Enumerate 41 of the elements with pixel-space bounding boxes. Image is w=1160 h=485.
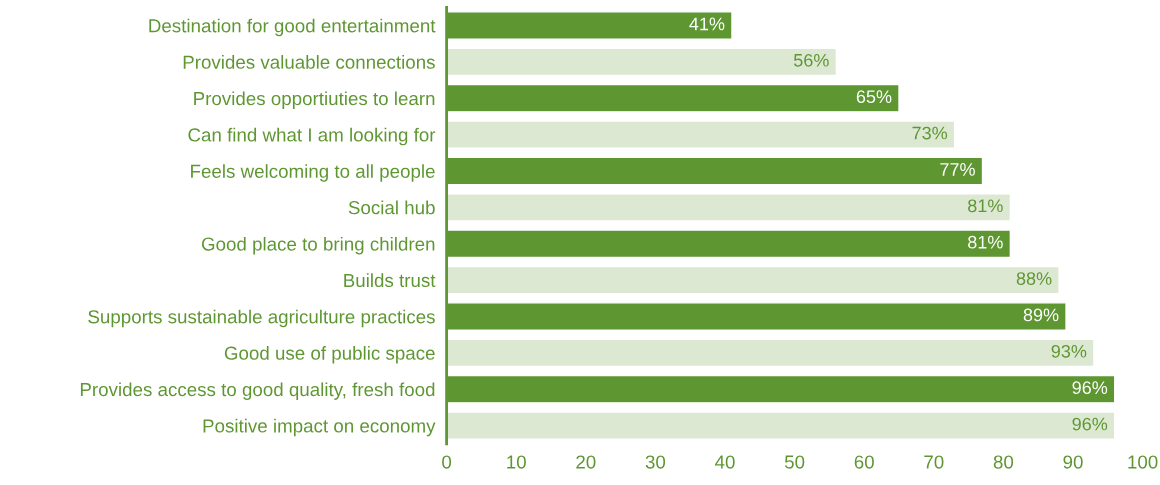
data-label: 93% — [1051, 344, 1087, 358]
y-tick-label: Can find what I am looking for — [188, 127, 436, 146]
y-tick-label: Good place to bring children — [201, 236, 435, 255]
data-label: 81% — [968, 199, 1003, 213]
data-label: 81% — [968, 235, 1003, 249]
x-tick-label: 30 — [645, 455, 666, 469]
y-tick-label: Good use of public space — [224, 346, 435, 364]
bar — [446, 338, 1095, 368]
x-tick-label: 100 — [1128, 455, 1158, 469]
x-tick-label: 0 — [442, 455, 452, 469]
x-tick-label: 20 — [576, 455, 596, 469]
data-label: 41% — [689, 17, 725, 31]
y-tick-label: Supports sustainable agriculture practices — [88, 309, 435, 328]
x-tick-label: 10 — [507, 455, 526, 469]
y-tick-label: Feels welcoming to all people — [191, 164, 435, 182]
bar — [446, 265, 1060, 295]
y-tick-label: Destination for good entertainment — [149, 18, 436, 37]
bar — [446, 411, 1116, 440]
x-tick-label: 70 — [924, 455, 944, 469]
x-tick-label: 40 — [715, 455, 735, 469]
y-tick-label: Provides opportiuties to learn — [194, 91, 435, 109]
x-tick-label: 90 — [1063, 455, 1083, 469]
data-label: 88% — [1016, 272, 1052, 285]
x-tick-label: 50 — [784, 455, 805, 469]
y-tick-label: Provides valuable connections — [183, 55, 435, 69]
y-tick-label: Positive impact on economy — [203, 418, 436, 437]
data-label: 89% — [1023, 308, 1059, 322]
data-label: 96% — [1072, 381, 1108, 395]
y-tick-label: Builds trust — [344, 273, 436, 288]
data-label: 96% — [1072, 417, 1108, 431]
bar — [446, 47, 838, 77]
data-label: 65% — [856, 90, 892, 104]
bar — [446, 193, 1012, 222]
data-label: 56% — [793, 53, 829, 67]
x-tick-label: 80 — [993, 455, 1014, 469]
data-label: 73% — [912, 126, 948, 140]
y-tick-label: Social hub — [348, 200, 435, 215]
data-label: 77% — [940, 163, 975, 176]
bar — [446, 120, 956, 149]
y-tick-label: Provides access to good quality, fresh food — [80, 382, 435, 400]
x-tick-label: 60 — [854, 455, 874, 469]
